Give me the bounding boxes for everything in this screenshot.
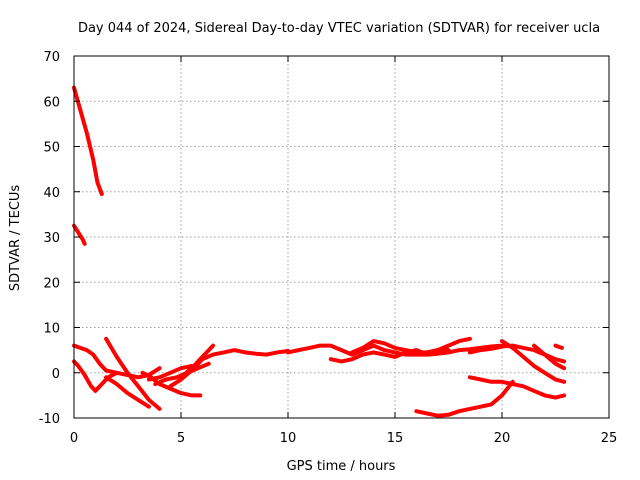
trace-arc-high-b [72,223,87,246]
y-tick-label: 50 [43,141,60,156]
y-tick-label: 0 [52,367,60,382]
x-tick-label: 5 [177,431,185,446]
trace-arc-9 [179,343,216,380]
grid-lines [74,56,609,418]
x-axis-label: GPS time / hours [287,459,396,474]
trace-arc-high-a [72,85,104,196]
trace-arc-7 [146,364,194,382]
data-traces [72,85,567,418]
chart-title: Day 044 of 2024, Sidereal Day-to-day VTE… [78,21,600,36]
x-tick-label: 0 [70,431,78,446]
y-tick-label: 10 [43,322,60,337]
trace-arc-2 [72,359,119,393]
y-axis-label: SDTVAR / TECUs [8,185,23,292]
y-tick-label: 70 [43,50,60,65]
trace-arc-16 [467,375,567,400]
trace-arc-18 [532,343,567,364]
trace-arc-15 [500,339,567,384]
trace-arc-1 [72,343,162,380]
x-tick-label: 25 [601,431,618,446]
trace-arc-14 [467,343,567,371]
y-tick-label: -10 [39,412,60,427]
y-tick-label: 30 [43,231,60,246]
trace-arc-10 [286,343,504,357]
trace-arc-19 [553,343,564,350]
y-tick-label: 20 [43,276,60,291]
x-tick-label: 15 [387,431,404,446]
trace-arc-13 [425,336,472,355]
x-tick-label: 10 [280,431,297,446]
trace-arc-4 [104,375,151,409]
axis-ticks: 0 5 10 15 20 25 -10 0 10 20 30 40 50 60 70 [39,50,618,446]
y-tick-label: 40 [43,186,60,201]
trace-arc-3 [104,336,162,411]
y-tick-label: 60 [43,95,60,110]
trace-arc-17 [414,379,515,418]
x-tick-label: 20 [494,431,511,446]
